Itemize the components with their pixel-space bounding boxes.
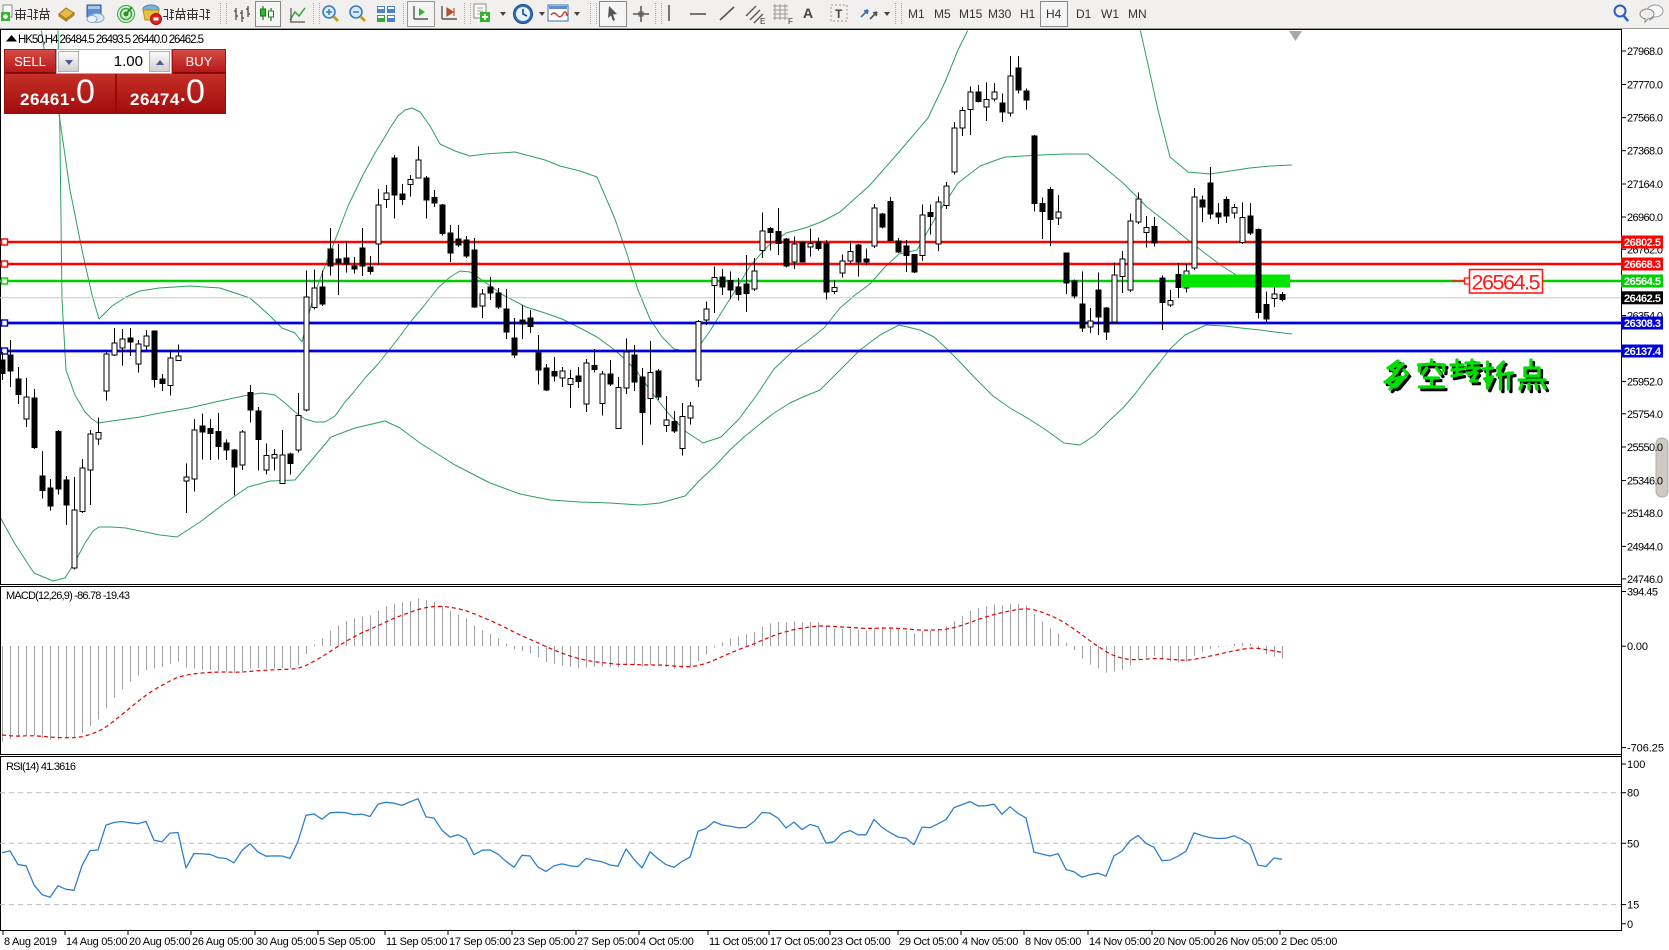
svg-text:25346.0: 25346.0 (1627, 476, 1663, 488)
svg-text:30 Aug 05:00: 30 Aug 05:00 (256, 936, 317, 948)
svg-text:HK50,H4 26484.5 26493.5 26440: HK50,H4 26484.5 26493.5 26440.0 26462.5 (18, 34, 204, 46)
svg-text:25550.0: 25550.0 (1627, 442, 1663, 454)
svg-text:27 Sep 05:00: 27 Sep 05:00 (577, 936, 639, 948)
svg-text:50: 50 (1627, 838, 1639, 850)
svg-text:27164.0: 27164.0 (1627, 179, 1663, 191)
svg-text:15: 15 (1627, 900, 1639, 912)
svg-text:24944.0: 24944.0 (1627, 541, 1663, 553)
svg-text:-706.25: -706.25 (1627, 743, 1664, 755)
svg-text:23 Sep 05:00: 23 Sep 05:00 (513, 936, 575, 948)
svg-text:14 Aug 05:00: 14 Aug 05:00 (66, 936, 127, 948)
svg-text:26 Aug 05:00: 26 Aug 05:00 (192, 936, 253, 948)
svg-text:25148.0: 25148.0 (1627, 508, 1663, 520)
svg-text:RSI(14) 41.3616: RSI(14) 41.3616 (6, 761, 76, 773)
svg-text:26668.3: 26668.3 (1624, 259, 1661, 271)
svg-text:80: 80 (1627, 788, 1639, 800)
svg-text:26462.5: 26462.5 (1624, 293, 1661, 305)
svg-text:26762.0: 26762.0 (1627, 244, 1663, 256)
svg-text:27770.0: 27770.0 (1627, 80, 1663, 92)
svg-text:394.45: 394.45 (1627, 587, 1658, 599)
svg-text:11 Oct 05:00: 11 Oct 05:00 (709, 936, 768, 948)
svg-text:24746.0: 24746.0 (1627, 574, 1663, 586)
svg-text:20 Nov 05:00: 20 Nov 05:00 (1153, 936, 1215, 948)
svg-text:8 Nov 05:00: 8 Nov 05:00 (1025, 936, 1081, 948)
svg-text:2 Dec 05:00: 2 Dec 05:00 (1281, 936, 1337, 948)
svg-text:8 Aug 2019: 8 Aug 2019 (4, 936, 57, 948)
svg-text:26 Nov 05:00: 26 Nov 05:00 (1216, 936, 1278, 948)
svg-text:26137.4: 26137.4 (1624, 346, 1662, 358)
svg-text:17 Oct 05:00: 17 Oct 05:00 (770, 936, 830, 948)
svg-text:100: 100 (1627, 759, 1645, 771)
svg-text:4 Nov 05:00: 4 Nov 05:00 (962, 936, 1018, 948)
svg-text:20 Aug 05:00: 20 Aug 05:00 (129, 936, 190, 948)
svg-text:26564.5: 26564.5 (1472, 271, 1541, 295)
svg-text:26802.5: 26802.5 (1624, 237, 1661, 249)
svg-text:23 Oct 05:00: 23 Oct 05:00 (831, 936, 891, 948)
svg-text:4 Oct 05:00: 4 Oct 05:00 (640, 936, 694, 948)
svg-text:27566.0: 27566.0 (1627, 113, 1663, 125)
svg-text:17 Sep 05:00: 17 Sep 05:00 (449, 936, 511, 948)
svg-text:T: T (835, 7, 843, 21)
svg-text:27368.0: 27368.0 (1627, 146, 1663, 158)
svg-text:14 Nov 05:00: 14 Nov 05:00 (1089, 936, 1151, 948)
svg-text:26960.0: 26960.0 (1627, 212, 1663, 224)
svg-text:0.00: 0.00 (1627, 641, 1648, 653)
svg-text:26308.3: 26308.3 (1624, 318, 1661, 330)
svg-text:26564.5: 26564.5 (1624, 276, 1661, 288)
svg-text:E: E (760, 17, 765, 26)
svg-text:25952.0: 25952.0 (1627, 376, 1663, 388)
svg-text:27968.0: 27968.0 (1627, 46, 1663, 58)
svg-text:5 Sep 05:00: 5 Sep 05:00 (319, 936, 375, 948)
svg-text:29 Oct 05:00: 29 Oct 05:00 (899, 936, 959, 948)
svg-text:0: 0 (1627, 919, 1633, 931)
svg-text:11 Sep 05:00: 11 Sep 05:00 (386, 936, 447, 948)
svg-text:MACD(12,26,9) -86.78 -19.43: MACD(12,26,9) -86.78 -19.43 (6, 590, 130, 602)
svg-text:F: F (788, 17, 793, 26)
svg-text:25754.0: 25754.0 (1627, 409, 1663, 421)
